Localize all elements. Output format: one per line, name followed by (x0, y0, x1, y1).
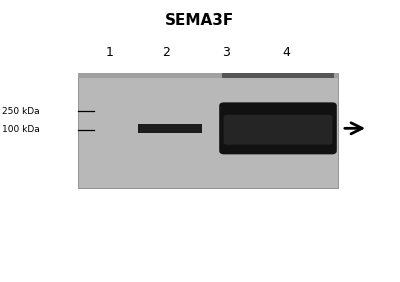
Bar (78, 73, 338, 188)
FancyBboxPatch shape (224, 115, 332, 145)
Bar (138, 124, 202, 133)
Text: 1: 1 (106, 46, 114, 59)
Text: 250 kDa: 250 kDa (2, 107, 40, 116)
Bar (222, 73, 334, 78)
Text: SEMA3F: SEMA3F (165, 13, 235, 28)
Bar (222, 148, 334, 155)
Text: 4: 4 (282, 46, 290, 59)
Text: 2: 2 (162, 46, 170, 59)
FancyBboxPatch shape (219, 102, 337, 154)
Text: 3: 3 (222, 46, 230, 59)
Bar (78, 73, 338, 78)
Text: 100 kDa: 100 kDa (2, 125, 40, 134)
